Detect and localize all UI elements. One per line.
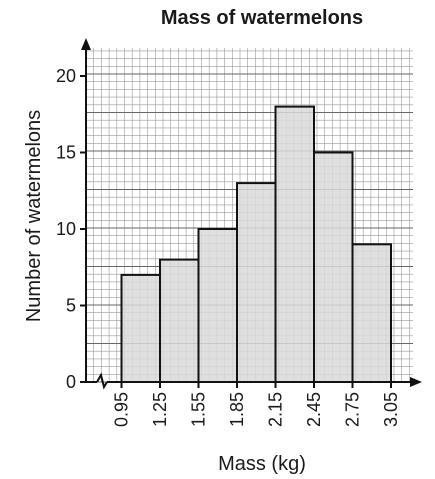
axes xyxy=(81,38,422,390)
y-tick-label: 10 xyxy=(56,219,76,239)
x-axis-label: Mass (kg) xyxy=(218,453,306,475)
y-tick-label: 0 xyxy=(66,372,76,392)
y-axis-label: Number of watermelons xyxy=(23,110,45,322)
y-tick-label: 15 xyxy=(56,143,76,163)
x-tick-label: 3.05 xyxy=(381,392,401,427)
histogram-bar xyxy=(313,151,354,383)
histogram-bar xyxy=(274,105,315,383)
histogram-bar xyxy=(351,243,392,383)
x-tick-label: 2.75 xyxy=(343,392,363,427)
chart-title: Mass of watermelons xyxy=(161,7,363,29)
tick-labels: 0 5 10 15 20 0.95 1.25 1.55 1.85 2.15 2.45 2.75 3.05 xyxy=(56,66,401,427)
x-axis-break xyxy=(96,372,108,390)
x-tick-label: 1.55 xyxy=(189,392,209,427)
x-tick-label: 1.25 xyxy=(150,392,170,427)
x-tick-label: 0.95 xyxy=(112,392,132,427)
y-axis-arrow xyxy=(81,38,91,50)
y-tick-label: 5 xyxy=(66,296,76,316)
y-tick-label: 20 xyxy=(56,66,76,86)
x-tick-label: 2.15 xyxy=(266,392,286,427)
histogram-bar xyxy=(236,182,277,383)
x-tick-label: 2.45 xyxy=(304,392,324,427)
x-axis-arrow xyxy=(410,377,422,387)
x-tick-label: 1.85 xyxy=(227,392,247,427)
histogram-bar xyxy=(197,228,238,383)
histogram-bar xyxy=(159,258,200,384)
bars xyxy=(120,105,392,384)
histogram-bar xyxy=(120,273,161,383)
